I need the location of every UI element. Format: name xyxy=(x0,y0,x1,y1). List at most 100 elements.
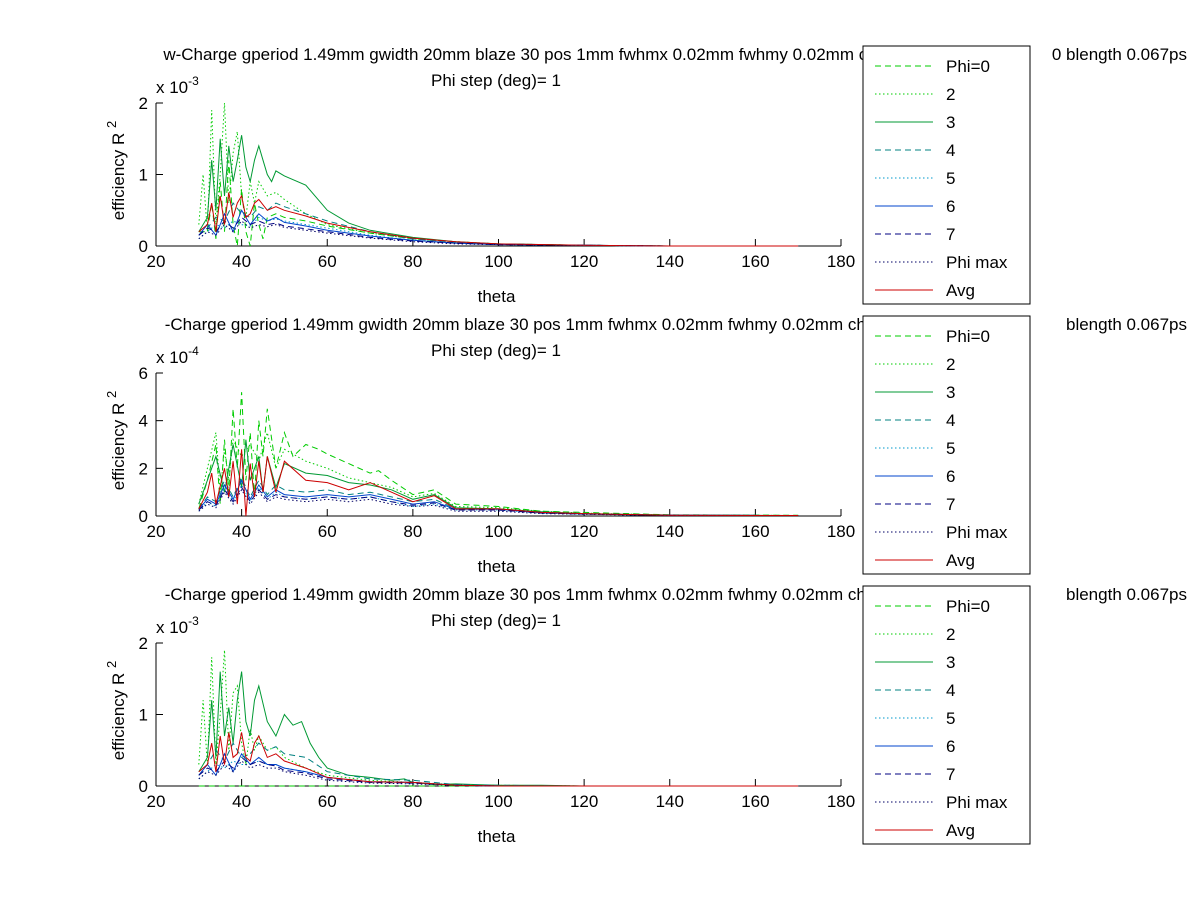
series-line-2 xyxy=(198,102,799,247)
y-tick-label: 4 xyxy=(139,412,148,431)
x-tick-label: 60 xyxy=(318,792,337,811)
x-tick-label: 80 xyxy=(403,792,422,811)
series-line-8 xyxy=(198,760,799,787)
legend-label: 6 xyxy=(946,467,955,486)
y-exponent-label: x 10-3 xyxy=(156,74,199,97)
y-tick-label: 0 xyxy=(139,507,148,526)
legend-label: 3 xyxy=(946,113,955,132)
x-tick-label: 20 xyxy=(147,792,166,811)
y-exponent: -3 xyxy=(188,74,199,88)
legend: Phi=0 2 3 4 5 6 7 Phi max Avg xyxy=(862,315,1031,575)
legend-label: 3 xyxy=(946,383,955,402)
chart-subtitle: Phi step (deg)= 1 xyxy=(431,341,561,360)
x-tick-label: 40 xyxy=(232,522,251,541)
y-axis-label-sup: 2 xyxy=(104,391,119,398)
legend-label: 5 xyxy=(946,709,955,728)
x-tick-label: 140 xyxy=(656,522,684,541)
series-line-8 xyxy=(198,220,799,247)
y-tick-label: 1 xyxy=(139,706,148,725)
x-tick-label: 100 xyxy=(484,252,512,271)
y-exponent: -3 xyxy=(188,614,199,628)
x-tick-label: 60 xyxy=(318,252,337,271)
legend-label: Avg xyxy=(946,821,975,840)
legend-label: Phi max xyxy=(946,793,1008,812)
chart-1: w-Charge gperiod 1.49mm gwidth 20mm blaz… xyxy=(104,45,1187,306)
series-line-3 xyxy=(198,135,799,247)
y-tick-label: 6 xyxy=(139,364,148,383)
y-tick-label: 2 xyxy=(139,634,148,653)
series-line-2 xyxy=(198,650,799,787)
legend-label: 3 xyxy=(946,653,955,672)
y-axis-label-sup: 2 xyxy=(104,121,119,128)
chart-title-tail: 0 blength 0.067ps xyxy=(1052,45,1187,64)
legend-label: 7 xyxy=(946,225,955,244)
x-tick-label: 40 xyxy=(232,252,251,271)
x-tick-label: 180 xyxy=(827,522,855,541)
series-line-9 xyxy=(198,732,799,787)
y-exponent: -4 xyxy=(188,344,199,358)
legend-label: Phi=0 xyxy=(946,57,990,76)
chart-3: -Charge gperiod 1.49mm gwidth 20mm blaze… xyxy=(104,585,1187,846)
legend-label: 2 xyxy=(946,625,955,644)
legend-box xyxy=(862,585,1031,845)
chart-subtitle: Phi step (deg)= 1 xyxy=(431,611,561,630)
x-tick-label: 120 xyxy=(570,792,598,811)
legend: Phi=0 2 3 4 5 6 7 Phi max Avg xyxy=(862,45,1031,305)
legend-label: 4 xyxy=(946,411,955,430)
y-tick-label: 0 xyxy=(139,777,148,796)
x-tick-label: 160 xyxy=(741,792,769,811)
chart-title-tail: blength 0.067ps xyxy=(1066,315,1187,334)
legend-label: 2 xyxy=(946,85,955,104)
x-tick-label: 80 xyxy=(403,252,422,271)
series-line-3 xyxy=(198,439,799,516)
x-tick-label: 80 xyxy=(403,522,422,541)
x-tick-label: 140 xyxy=(656,252,684,271)
legend-label: 7 xyxy=(946,495,955,514)
y-tick-label: 2 xyxy=(139,459,148,478)
legend-box xyxy=(862,45,1031,305)
legend-label: Phi=0 xyxy=(946,597,990,616)
x-tick-label: 100 xyxy=(484,792,512,811)
y-tick-label: 1 xyxy=(139,166,148,185)
y-exponent-label: x 10-4 xyxy=(156,344,199,367)
series-line-1 xyxy=(198,160,799,247)
chart-title: -Charge gperiod 1.49mm gwidth 20mm blaze… xyxy=(165,585,876,604)
chart-subtitle: Phi step (deg)= 1 xyxy=(431,71,561,90)
legend-label: Avg xyxy=(946,551,975,570)
series-line-1 xyxy=(198,392,799,516)
legend-label: 4 xyxy=(946,681,955,700)
legend-label: 5 xyxy=(946,169,955,188)
legend: Phi=0 2 3 4 5 6 7 Phi max Avg xyxy=(862,585,1031,845)
legend-label: Phi max xyxy=(946,253,1008,272)
legend-label: 7 xyxy=(946,765,955,784)
chart-title-tail: blength 0.067ps xyxy=(1066,585,1187,604)
chart-title: -Charge gperiod 1.49mm gwidth 20mm blaze… xyxy=(165,315,876,334)
legend-label: Phi max xyxy=(946,523,1008,542)
x-tick-label: 40 xyxy=(232,792,251,811)
x-axis-label: theta xyxy=(478,827,516,846)
x-tick-label: 160 xyxy=(741,522,769,541)
x-tick-label: 160 xyxy=(741,252,769,271)
series-line-2 xyxy=(198,430,799,516)
y-axis-label: efficiency R 2 xyxy=(104,661,128,761)
x-tick-label: 140 xyxy=(656,792,684,811)
series-line-3 xyxy=(198,671,799,787)
x-tick-label: 180 xyxy=(827,252,855,271)
x-tick-label: 100 xyxy=(484,522,512,541)
chart-title: w-Charge gperiod 1.49mm gwidth 20mm blaz… xyxy=(162,45,876,64)
legend-box xyxy=(862,315,1031,575)
x-tick-label: 120 xyxy=(570,252,598,271)
chart-2: -Charge gperiod 1.49mm gwidth 20mm blaze… xyxy=(104,315,1187,576)
y-exponent-label: x 10-3 xyxy=(156,614,199,637)
x-axis-label: theta xyxy=(478,557,516,576)
x-tick-label: 120 xyxy=(570,522,598,541)
x-axis-label: theta xyxy=(478,287,516,306)
y-tick-label: 0 xyxy=(139,237,148,256)
x-tick-label: 180 xyxy=(827,792,855,811)
legend-label: 6 xyxy=(946,737,955,756)
legend-label: 5 xyxy=(946,439,955,458)
series-line-8 xyxy=(198,488,799,516)
y-tick-label: 2 xyxy=(139,94,148,113)
y-axis-label: efficiency R 2 xyxy=(104,121,128,221)
